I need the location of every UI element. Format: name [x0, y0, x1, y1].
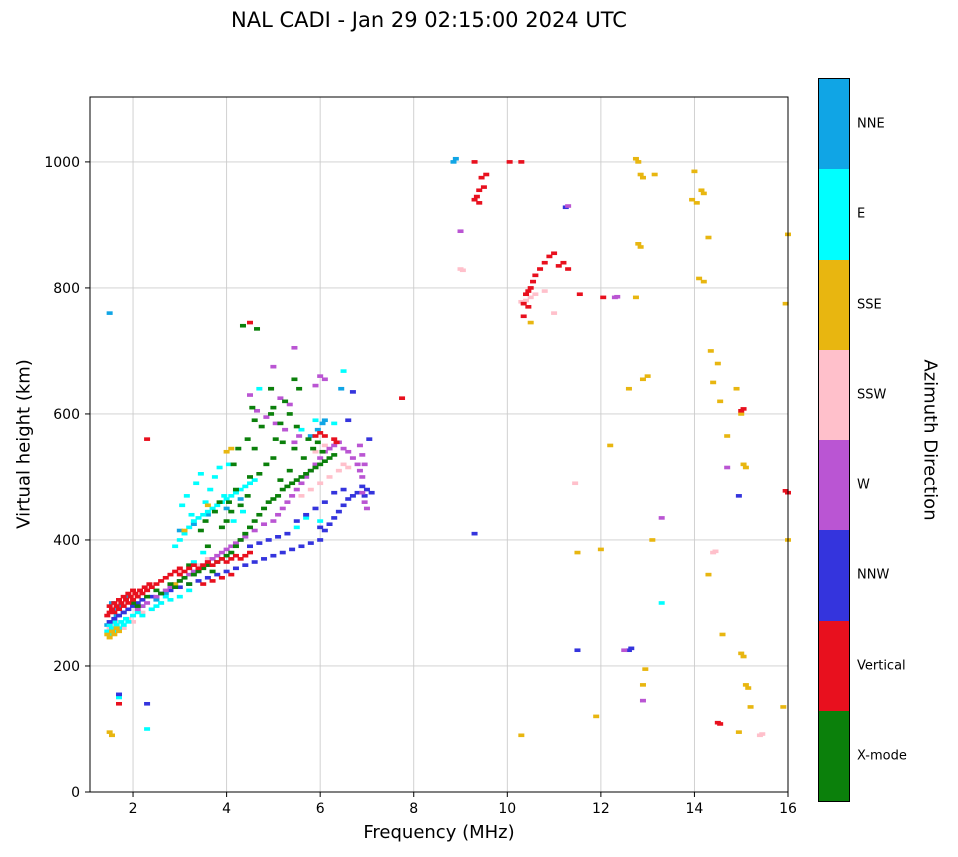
chart-title: NAL CADI - Jan 29 02:15:00 2024 UTC [231, 8, 627, 32]
colorbar-tick-label-e: E [857, 206, 866, 222]
series-e [104, 369, 665, 731]
colorbar-segment-sse [819, 259, 849, 350]
colorbar-tick-label-ssw: SSW [857, 387, 887, 403]
x-tick-label: 14 [686, 801, 704, 817]
plot-border [89, 96, 789, 793]
y-tick-label: 800 [53, 281, 80, 297]
series-sse [104, 156, 791, 738]
series-nnw [106, 205, 742, 706]
y-tick-label: 1000 [44, 155, 80, 171]
colorbar-segment-w [819, 440, 849, 531]
y-tick-label: 200 [53, 659, 80, 675]
x-tick-label: 8 [409, 801, 418, 817]
series-vertical [104, 160, 791, 726]
colorbar-tick-label-w: W [857, 477, 870, 493]
colorbar-tick-label-x-mode: X-mode [857, 748, 907, 764]
x-tick-label: 4 [222, 801, 231, 817]
colorbar-tick-label-nnw: NNW [857, 567, 890, 583]
colorbar-segment-nnw [819, 530, 849, 621]
axis-ticks [85, 161, 789, 797]
colorbar-segment-nne [819, 79, 849, 170]
x-tick-label: 6 [316, 801, 325, 817]
colorbar: NNE E SSE SSW W NNW Vertical X-mode [818, 78, 907, 802]
series-x-mode [130, 323, 338, 608]
colorbar-segment-vertical [819, 620, 849, 711]
x-tick-label: 2 [129, 801, 138, 817]
tick-labels: 2 4 6 8 10 12 14 16 0 200 400 600 800 1000 [44, 155, 797, 817]
colorbar-tick-label-nne: NNE [857, 116, 885, 132]
y-tick-label: 0 [71, 785, 80, 801]
colorbar-segment-x-mode [819, 710, 849, 801]
x-axis-label: Frequency (MHz) [363, 822, 515, 843]
scatter-points [104, 156, 791, 738]
y-axis-label: Virtual height (km) [13, 359, 35, 529]
colorbar-tick-label-vertical: Vertical [857, 658, 906, 674]
gridlines [90, 97, 789, 793]
colorbar-axis-label: Azimuth Direction [919, 359, 941, 521]
x-tick-label: 12 [592, 801, 610, 817]
series-nne [104, 156, 459, 627]
colorbar-segment-ssw [819, 349, 849, 440]
colorbar-tick-label-sse: SSE [857, 297, 882, 313]
y-tick-label: 600 [53, 407, 80, 423]
x-tick-label: 10 [498, 801, 516, 817]
y-tick-label: 400 [53, 533, 80, 549]
x-tick-label: 16 [779, 801, 797, 817]
colorbar-segment-e [819, 169, 849, 260]
